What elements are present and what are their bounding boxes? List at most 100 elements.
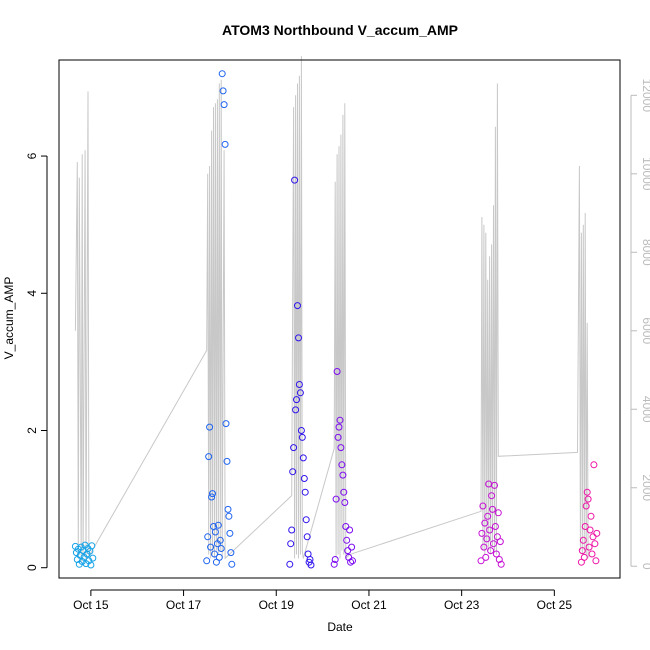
data-point [583,488,591,496]
bottom-tick-label: Oct 15 [73,598,109,612]
data-point [218,70,226,78]
left-tick-label: 0 [25,564,39,571]
data-point [298,433,306,441]
data-point [590,461,598,469]
data-point [289,468,297,476]
chart-title: ATOM3 Northbound V_accum_AMP [222,22,458,38]
data-point [204,533,212,541]
data-point [343,536,351,544]
data-point [215,553,223,561]
left-axis: 0 2 4 6 [25,152,48,571]
data-point [226,529,234,537]
data-point [337,444,345,452]
data-point [478,529,486,537]
right-tick-label: 10000 [640,157,650,191]
bottom-axis: Oct 15 Oct 17 Oct 19 Oct 21 Oct 23 Oct 25 [73,589,572,612]
left-tick-label: 4 [25,290,39,297]
data-point [348,543,356,551]
data-point [291,176,299,184]
data-point [593,529,601,537]
data-point [492,550,500,558]
data-point [480,543,488,551]
data-point [287,540,295,548]
data-point [338,461,346,469]
point-series [71,70,601,569]
data-point [286,560,294,568]
data-point [579,536,587,544]
data-point [297,427,305,434]
data-point [295,334,302,342]
data-point [293,396,300,404]
right-tick-label: 2000 [640,474,650,501]
data-point [216,536,224,544]
data-point [347,558,355,566]
data-point [589,533,597,541]
data-point [302,516,310,524]
data-point [301,488,309,496]
data-point [487,547,495,555]
data-point [295,381,303,388]
data-point [587,512,595,520]
data-point [294,302,301,310]
data-point [225,512,233,520]
data-point [205,453,213,461]
series-line [74,56,589,563]
data-point [349,557,356,565]
data-point [217,545,225,552]
data-point [339,471,347,479]
data-point [580,553,588,561]
data-point [292,406,300,414]
data-point [346,526,354,534]
data-point [288,526,296,534]
left-tick-label: 6 [25,152,39,159]
data-point [477,557,485,565]
data-point [331,556,339,563]
data-point [585,543,593,551]
data-point [586,526,594,534]
plot-frame [58,59,621,579]
bottom-tick-label: Oct 21 [351,598,387,612]
data-point [344,547,352,555]
bottom-tick-label: Oct 23 [444,598,480,612]
data-point [333,368,341,375]
data-point [334,433,342,441]
x-axis-label: Date [327,620,353,634]
right-tick-label: 6000 [640,317,650,344]
right-axis: 0 2000 4000 6000 8000 10000 12000 [630,79,650,570]
data-point [491,523,499,530]
data-point [484,512,492,520]
data-point [497,560,505,568]
data-point [88,542,96,550]
data-point [581,523,589,530]
data-point [206,423,214,431]
data-point [489,505,496,513]
data-point [214,521,222,529]
data-point [224,505,232,513]
data-point [223,457,231,465]
data-point [290,444,298,452]
data-point [335,423,343,431]
data-point [488,492,496,500]
data-point [227,549,235,557]
data-point [300,475,308,482]
data-point [77,543,85,551]
data-point [341,499,349,506]
data-point [491,481,498,489]
data-point [591,540,599,548]
data-point [220,101,228,109]
data-point [228,560,236,568]
bottom-tick-label: Oct 17 [166,598,202,612]
data-point [299,454,307,462]
right-axis-series-line [74,56,589,563]
bottom-tick-label: Oct 19 [259,598,295,612]
data-point [588,550,596,558]
data-point [592,557,600,565]
data-point [490,540,497,548]
data-point [483,535,491,543]
data-point [303,533,311,541]
data-point [342,523,350,530]
data-point [87,561,95,569]
data-point [207,543,215,551]
data-point [221,140,229,148]
